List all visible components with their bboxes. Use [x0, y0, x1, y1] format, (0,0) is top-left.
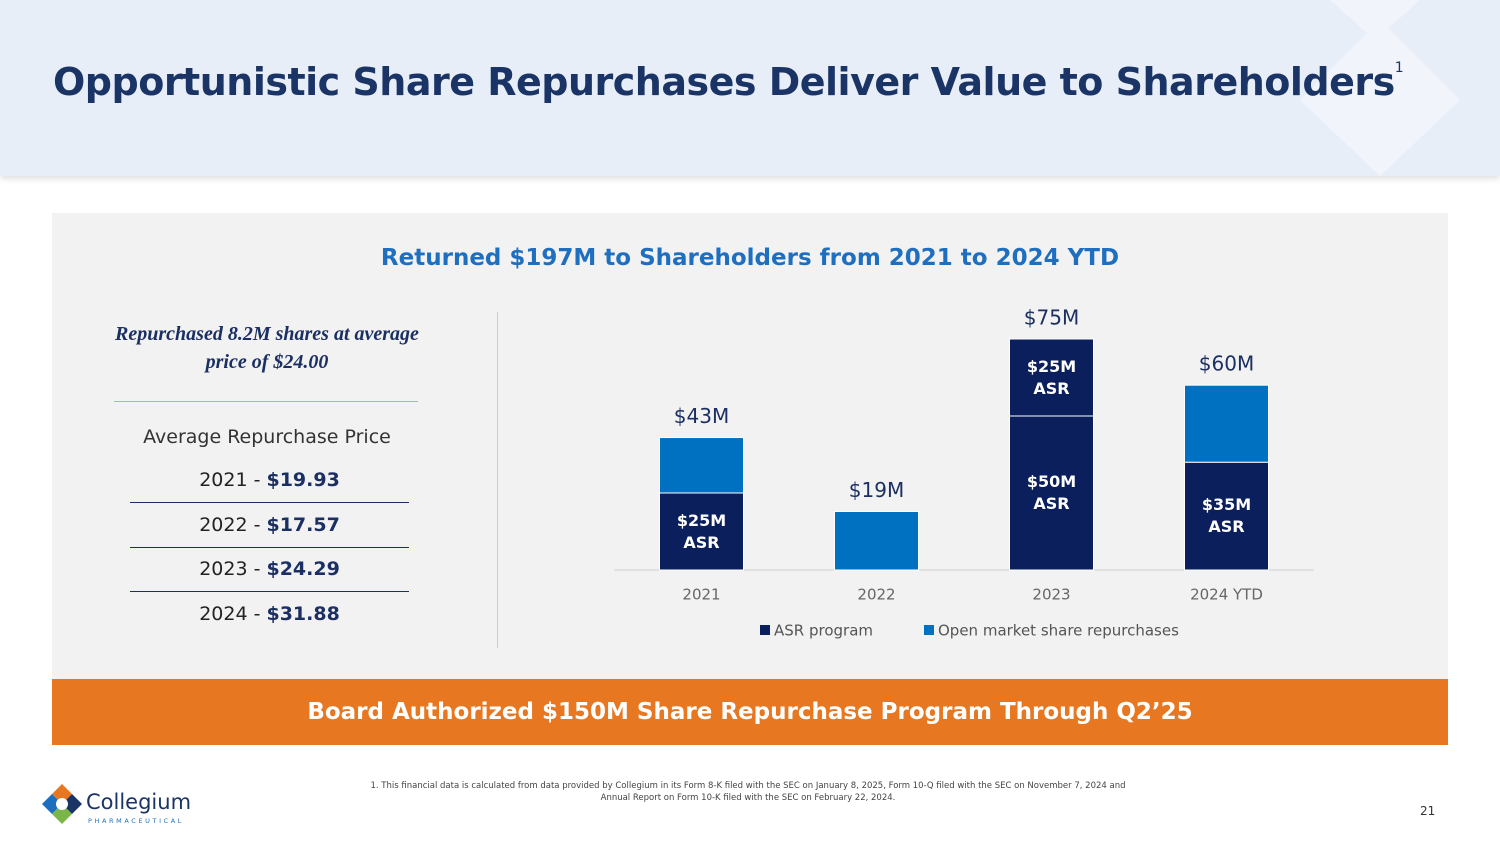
x-tick-label: 2024 YTD [1190, 586, 1263, 604]
row-year: 2024 - [199, 602, 261, 625]
row-separator [130, 502, 409, 503]
bar-segment [659, 437, 744, 494]
legend-label: ASR program [774, 622, 873, 640]
header-band [0, 0, 1500, 176]
price-row: 2022 - $17.57 [130, 503, 409, 547]
footnote: 1. This financial data is calculated fro… [370, 781, 1126, 803]
x-tick-label: 2023 [1032, 586, 1070, 604]
value-label: $50M ASR [1026, 472, 1077, 513]
row-price: $17.57 [266, 513, 340, 536]
total-label: $43M [674, 404, 729, 428]
total-label: $60M [1199, 352, 1254, 376]
bar-segment [659, 492, 744, 571]
value-label-box: $25M ASR [676, 510, 727, 552]
price-row: 2024 - $31.88 [130, 592, 409, 636]
row-separator [130, 591, 409, 592]
logo-mark [42, 784, 82, 824]
value-label-box: $50M ASR [1026, 472, 1077, 513]
header-decoration [1300, 0, 1460, 176]
legend-swatch [924, 625, 934, 635]
logo-tagline: PHARMACEUTICAL [88, 817, 185, 825]
bar-segment [1184, 461, 1269, 571]
rule [114, 401, 418, 402]
x-tick-label: 2021 [682, 586, 720, 604]
legend-label: Open market share repurchases [938, 622, 1179, 640]
row-price: $31.88 [266, 602, 340, 625]
table-title: Average Repurchase Price [143, 426, 391, 448]
price-row: 2021 - $19.93 [130, 458, 409, 502]
summary-headline: Repurchased 8.2M shares at average price… [115, 323, 419, 373]
bar-segment [1009, 415, 1094, 571]
total-label: $19M [849, 478, 904, 502]
row-separator [130, 546, 409, 548]
row-price: $24.29 [266, 558, 340, 580]
value-label: $25M ASR [1026, 356, 1077, 398]
divider [497, 312, 498, 648]
total-label: $75M [1024, 306, 1079, 330]
row-price: $19.93 [266, 469, 340, 491]
bar-segment [1009, 338, 1094, 417]
x-tick-label: 2022 [857, 586, 895, 604]
value-label: $35M ASR [1201, 495, 1252, 537]
value-label-box: $25M ASR [1026, 356, 1077, 398]
value-label-box: $35M ASR [1201, 495, 1252, 537]
legend-swatch [760, 625, 770, 635]
bar-segment [1184, 384, 1269, 463]
value-label: $25M ASR [676, 510, 727, 552]
row-year: 2021 - [199, 469, 261, 491]
row-year: 2022 - [199, 513, 261, 536]
chart-title: Returned $197M to Shareholders from 2021… [380, 245, 1120, 271]
footnote-mark: 1 [1394, 60, 1404, 76]
row-year: 2023 - [199, 558, 261, 580]
price-row: 2023 - $24.29 [130, 547, 409, 591]
slide-title: Opportunistic Share Repurchases Deliver … [53, 60, 1404, 104]
chart: 2021 $25M ASR $43M 2022 $19M 2023 $50M ASR $25M… [614, 306, 1314, 640]
bar-segment [834, 510, 919, 571]
logo-name: Collegium [86, 790, 192, 814]
banner: Board Authorized $150M Share Repurchase … [52, 679, 1448, 745]
title-text: Opportunistic Share Repurchases Deliver … [53, 60, 1395, 104]
page-number: 21 [1420, 804, 1436, 818]
